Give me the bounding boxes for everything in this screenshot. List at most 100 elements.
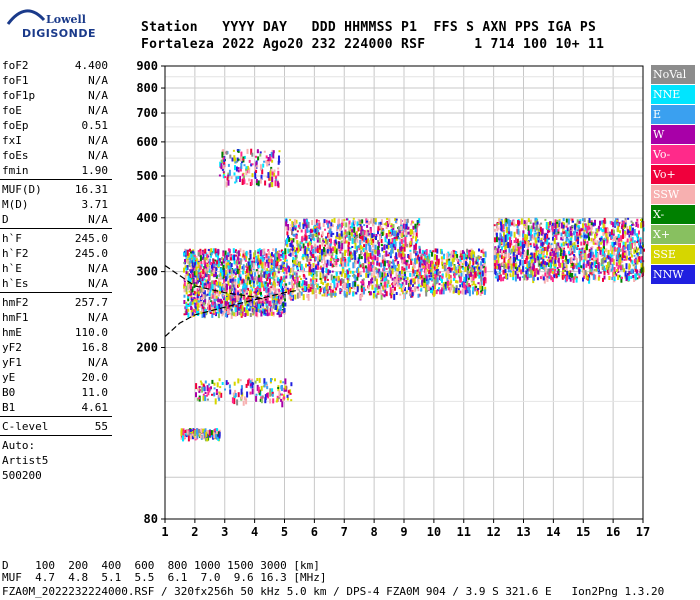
echo-point (187, 254, 190, 258)
echo-point (394, 286, 396, 291)
echo-point (476, 258, 479, 262)
echo-point (220, 268, 222, 273)
echo-point (345, 218, 348, 221)
echo-point (548, 271, 551, 276)
echo-point (405, 260, 408, 263)
echo-point (314, 256, 317, 261)
echo-point (319, 288, 322, 293)
echo-point (377, 226, 380, 232)
param-separator (0, 292, 112, 293)
echo-point (315, 265, 317, 270)
echo-point (378, 253, 381, 258)
echo-point (447, 267, 449, 270)
echo-point (578, 261, 581, 268)
echo-point (522, 249, 525, 252)
echo-point (319, 272, 322, 279)
echo-point (513, 256, 516, 263)
echo-point (422, 259, 425, 263)
echo-point (576, 239, 579, 242)
echo-point (443, 265, 446, 271)
echo-point (413, 278, 416, 285)
echo-point (446, 269, 449, 275)
echo-point (347, 247, 350, 249)
echo-point (229, 302, 231, 305)
echo-point (499, 232, 502, 239)
echo-point (560, 232, 563, 237)
echo-point (571, 263, 574, 266)
echo-point (391, 268, 394, 275)
echo-point (243, 283, 246, 290)
echo-point (198, 272, 201, 276)
echo-point (351, 270, 354, 274)
echo-point (356, 284, 359, 288)
echo-point (321, 294, 324, 297)
echo-point (272, 267, 275, 272)
echo-point (266, 161, 269, 167)
echo-point (192, 302, 195, 304)
echo-point (503, 232, 505, 238)
echo-point (400, 253, 403, 260)
echo-point (624, 253, 626, 259)
echo-point (189, 278, 192, 283)
echo-point (530, 260, 533, 267)
echo-point (204, 262, 207, 269)
echo-point (286, 238, 288, 245)
echo-point (359, 233, 361, 239)
echo-point (361, 246, 364, 251)
echo-point (421, 275, 424, 280)
echo-point (282, 253, 285, 260)
echo-point (564, 259, 567, 262)
echo-point (603, 240, 605, 246)
echo-point (364, 288, 367, 291)
echo-point (588, 231, 591, 236)
echo-point (352, 234, 355, 237)
echo-point (400, 283, 403, 288)
echo-point (422, 282, 425, 288)
echo-point (399, 237, 402, 244)
echo-point (342, 279, 345, 284)
param-value: N/A (88, 311, 108, 324)
echo-point (449, 267, 452, 273)
echo-point (211, 273, 214, 277)
echo-point (359, 264, 362, 268)
echo-point (371, 250, 374, 256)
echo-point (256, 165, 259, 168)
echo-point (613, 274, 616, 277)
echo-point (629, 235, 632, 240)
echo-point (642, 227, 645, 232)
echo-point (546, 259, 549, 262)
echo-point (424, 273, 427, 280)
echo-point (353, 238, 356, 243)
echo-point (270, 276, 273, 279)
echo-point (582, 269, 585, 276)
echo-point (502, 224, 505, 230)
echo-point (186, 249, 189, 256)
echo-point (507, 263, 510, 270)
echo-point (263, 309, 266, 315)
echo-point (216, 305, 219, 311)
echo-point (388, 267, 391, 274)
echo-point (411, 229, 414, 235)
echo-point (548, 228, 551, 232)
echo-point (382, 268, 385, 272)
param-row: foF1 N/A (0, 73, 112, 88)
echo-point (619, 230, 621, 234)
echo-point (588, 236, 590, 241)
echo-point (306, 227, 309, 233)
echo-point (420, 289, 423, 292)
echo-point (257, 264, 260, 268)
echo-point (523, 274, 526, 281)
echo-point (208, 248, 211, 255)
echo-point (190, 296, 193, 299)
echo-point (269, 288, 272, 294)
echo-point (426, 261, 429, 265)
echo-point (220, 263, 223, 266)
echo-point (377, 245, 380, 250)
echo-point (515, 224, 518, 227)
echo-point (597, 227, 600, 232)
echo-point (225, 255, 228, 260)
echo-point (372, 254, 375, 260)
echo-point (378, 224, 381, 229)
echo-point (344, 293, 347, 298)
echo-point (343, 290, 346, 296)
